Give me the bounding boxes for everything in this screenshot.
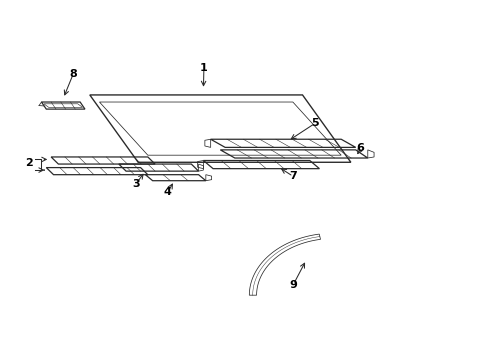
Text: 9: 9: [288, 280, 296, 289]
Text: 6: 6: [356, 143, 364, 153]
Text: 7: 7: [288, 171, 296, 181]
Text: 8: 8: [69, 69, 77, 79]
Text: 3: 3: [132, 179, 139, 189]
Text: 1: 1: [199, 63, 207, 73]
Text: 5: 5: [310, 118, 318, 128]
Text: 2: 2: [25, 158, 33, 168]
Text: 4: 4: [163, 188, 171, 197]
